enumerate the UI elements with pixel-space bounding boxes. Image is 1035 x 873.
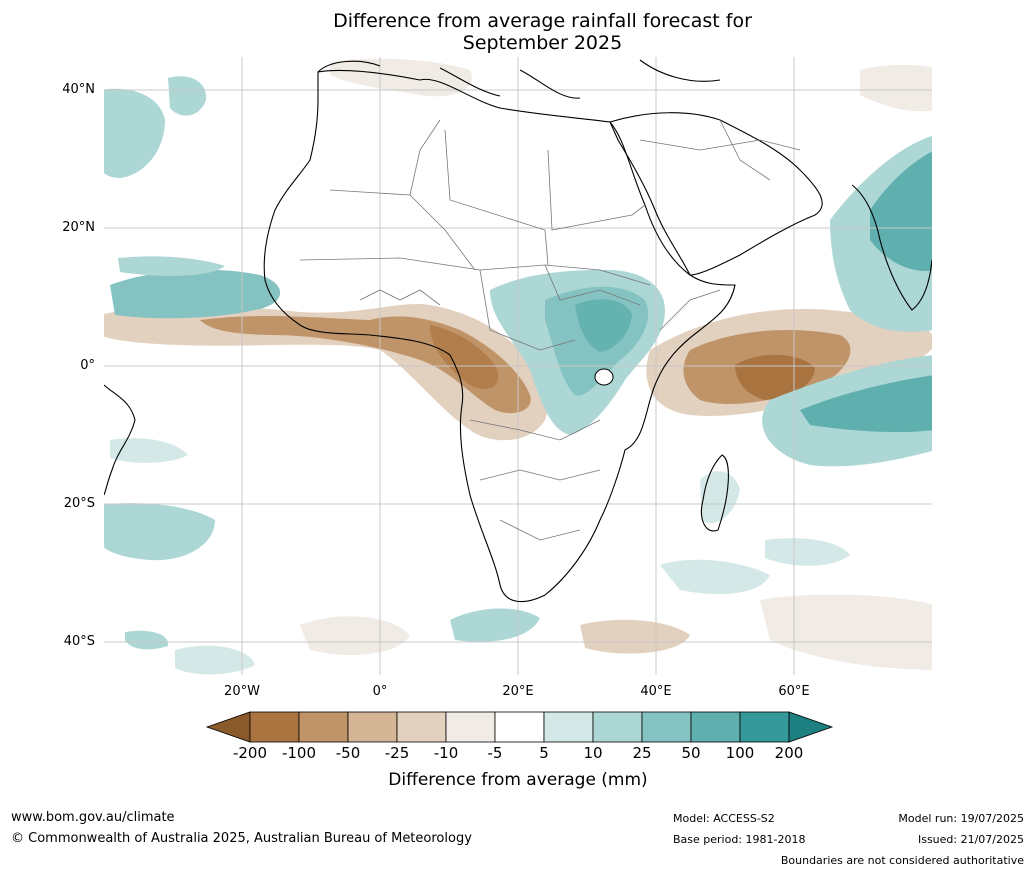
arabia-coastline (609, 112, 823, 276)
dry-north-med (330, 58, 472, 97)
legend-tick-2: -100 (281, 744, 317, 762)
wet-nw-atlantic (104, 88, 165, 178)
wet-tropical-atlantic-strip (118, 256, 225, 276)
legend-tick-5: -10 (433, 744, 459, 762)
wet-south-1 (450, 608, 540, 642)
legend-tick-1: -200 (232, 744, 268, 762)
wet-core-arabian-sea (870, 151, 932, 271)
dry-south-2 (760, 594, 932, 670)
footer-copyright: © Commonwealth of Australia 2025, Austra… (11, 831, 472, 846)
footer-url[interactable]: www.bom.gov.au/climate (11, 810, 175, 825)
dry-south-3 (300, 616, 410, 655)
legend-tick-9: 25 (632, 744, 652, 762)
wet-south-atlantic-small (110, 438, 188, 463)
dry-south-1 (580, 619, 690, 654)
title-line-2: September 2025 (462, 32, 623, 54)
lon-label-60e: 60°E (778, 684, 810, 699)
wet-south-5 (125, 630, 169, 650)
dry-gulf-guinea (430, 325, 499, 389)
lon-label-20e: 20°E (502, 684, 534, 699)
lon-label-40e: 40°E (640, 684, 672, 699)
lat-label-20n: 20°N (62, 220, 95, 235)
title-line-1: Difference from average rainfall forecas… (333, 10, 752, 32)
legend-title: Difference from average (mm) (388, 770, 648, 790)
legend-tick-3: -50 (335, 744, 361, 762)
legend-tick-7: 5 (539, 744, 549, 762)
lake-victoria (594, 368, 614, 386)
south-america-coastline (104, 384, 136, 496)
country-borders (299, 119, 801, 541)
lat-label-20s: 20°S (63, 496, 95, 511)
legend-tick-4: -25 (384, 744, 410, 762)
legend-tick-12: 200 (774, 744, 804, 762)
legend-tick-8: 10 (583, 744, 603, 762)
wet-south-atlantic (104, 503, 215, 561)
footer-base-period: Base period: 1981-2018 (673, 833, 806, 846)
india-coastline (851, 184, 932, 311)
wet-tropical-atlantic (110, 269, 281, 319)
wet-south-3 (765, 538, 850, 566)
legend-tick-10: 50 (681, 744, 701, 762)
wet-madagascar (700, 471, 740, 524)
gridlines (104, 57, 932, 675)
wet-south-2 (660, 559, 770, 595)
dry-north-east (860, 64, 932, 112)
footer-model-run: Model run: 19/07/2025 (898, 812, 1024, 825)
wet-nw-atlantic-2 (168, 76, 207, 116)
lon-label-20w: 20°W (224, 684, 260, 699)
footer-model: Model: ACCESS-S2 (673, 812, 775, 825)
map-title: Difference from average rainfall forecas… (150, 10, 935, 54)
footer-boundaries: Boundaries are not considered authoritat… (780, 854, 1024, 867)
europe-coastline (317, 59, 721, 99)
lat-label-40n: 40°N (62, 82, 95, 97)
legend-tick-6: -5 (487, 744, 503, 762)
lat-label-0: 0° (80, 358, 95, 373)
legend-tick-11: 100 (725, 744, 755, 762)
madagascar-coastline (700, 454, 729, 532)
wet-core-south-indian-ocean (800, 375, 932, 433)
footer-issued: Issued: 21/07/2025 (917, 833, 1024, 846)
lat-label-40s: 40°S (63, 634, 95, 649)
wet-peak-central-africa (575, 299, 632, 352)
anomaly-layer (104, 58, 932, 675)
wet-south-4 (175, 645, 255, 675)
lon-label-0: 0° (372, 684, 388, 699)
